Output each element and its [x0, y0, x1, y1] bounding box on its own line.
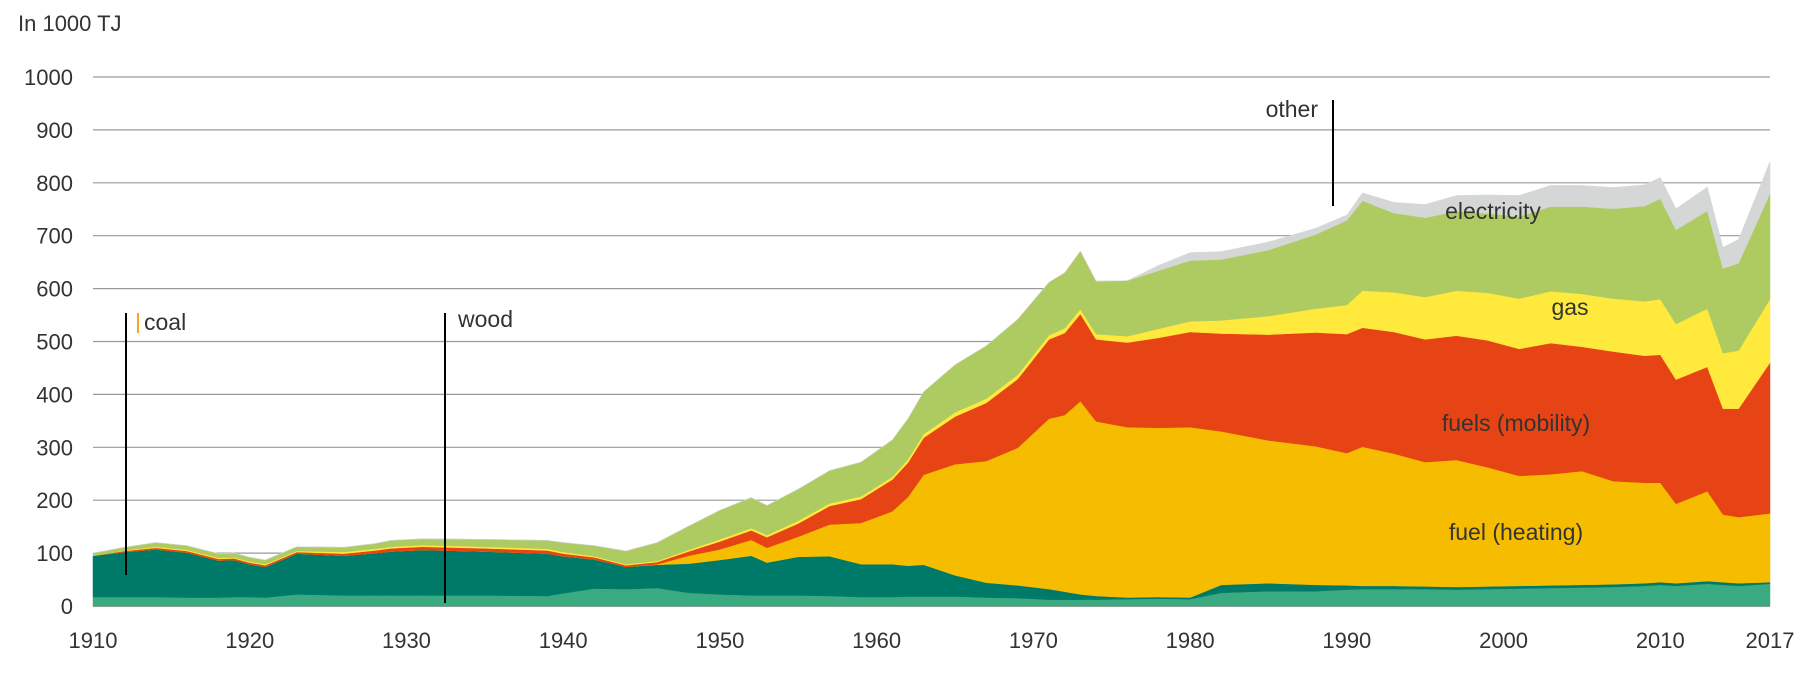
x-tick-1970: 1970	[1009, 628, 1058, 653]
y-tick-300: 300	[36, 435, 73, 460]
y-tick-900: 900	[36, 118, 73, 143]
y-tick-0: 0	[61, 594, 73, 619]
x-tick-2017: 2017	[1746, 628, 1795, 653]
stacked-areas	[92, 161, 1771, 607]
y-tick-600: 600	[36, 277, 73, 302]
x-tick-2000: 2000	[1479, 628, 1528, 653]
x-tick-1950: 1950	[695, 628, 744, 653]
x-tick-1990: 1990	[1322, 628, 1371, 653]
y-tick-1000: 1000	[24, 65, 73, 90]
x-tick-1910: 1910	[69, 628, 118, 653]
y-tick-700: 700	[36, 224, 73, 249]
label-coal: coal	[144, 309, 186, 335]
label-other: other	[1266, 96, 1319, 122]
y-tick-200: 200	[36, 488, 73, 513]
label-electricity: electricity	[1445, 198, 1541, 224]
unit-label: In 1000 TJ	[18, 11, 122, 36]
label-gas: gas	[1551, 294, 1588, 320]
x-tick-2010: 2010	[1636, 628, 1685, 653]
label-fuel-heating: fuel (heating)	[1449, 519, 1583, 545]
x-tick-1940: 1940	[539, 628, 588, 653]
x-tick-1930: 1930	[382, 628, 431, 653]
y-axis-tick-labels: 0 100 200 300 400 500 600 700 800 900 1000	[24, 65, 73, 619]
x-axis-tick-labels: 1910 1920 1930 1940 1950 1960 1970 1980 1990 2000…	[69, 628, 1795, 653]
y-tick-100: 100	[36, 541, 73, 566]
x-tick-1960: 1960	[852, 628, 901, 653]
label-wood: wood	[457, 306, 513, 332]
x-tick-1980: 1980	[1166, 628, 1215, 653]
y-tick-800: 800	[36, 171, 73, 196]
y-tick-500: 500	[36, 330, 73, 355]
area-other	[92, 161, 1771, 561]
label-fuels-mobility: fuels (mobility)	[1442, 410, 1590, 436]
y-tick-400: 400	[36, 382, 73, 407]
x-tick-1920: 1920	[225, 628, 274, 653]
series-annotations: coal wood other electricity gas fuels (mobili…	[125, 96, 1590, 603]
